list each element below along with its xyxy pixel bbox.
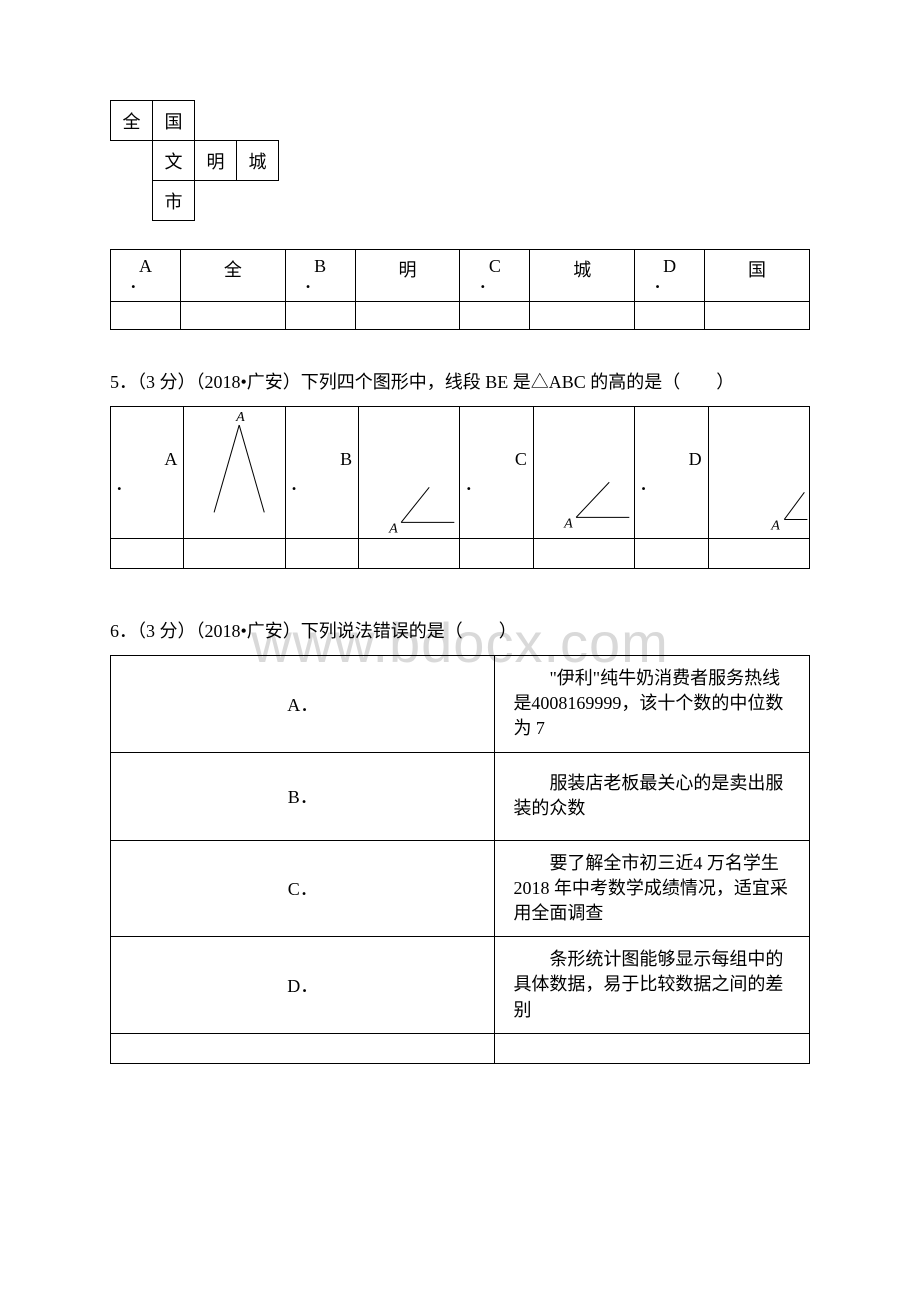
triangle-icon: A <box>534 407 634 537</box>
option-dot: ． <box>635 277 704 288</box>
table-empty-cell <box>111 1033 495 1063</box>
table-empty-cell <box>635 539 708 569</box>
table-empty-cell <box>285 539 358 569</box>
page-content: 全 国 文 明 城 市 A ． <box>110 100 810 1064</box>
option-dot: ． <box>286 277 355 288</box>
crossword-empty <box>111 181 153 221</box>
option-letter: D <box>689 449 702 469</box>
q5-option-figure: A <box>533 407 634 539</box>
table-empty-cell <box>705 302 810 330</box>
table-empty-cell <box>111 539 184 569</box>
q6-option-text: 要了解全市初三近4 万名学生 2018 年中考数学成绩情况，适宜采用全面调查 <box>495 840 810 937</box>
crossword-empty <box>237 181 279 221</box>
option-dot: ． <box>111 470 177 496</box>
q6-option-label: B． <box>111 752 495 840</box>
table-empty-cell <box>355 302 460 330</box>
q5-option-label: C ． <box>460 407 533 539</box>
table-empty-cell <box>111 302 181 330</box>
q5-option-figure: A <box>359 407 460 539</box>
triangle-icon: A <box>184 407 284 537</box>
table-empty-cell <box>533 539 634 569</box>
table-empty-cell <box>359 539 460 569</box>
q4-option-value: 全 <box>180 250 285 302</box>
q6-option-text: "伊利"纯牛奶消费者服务热线是4008169999，该十个数的中位数为 7 <box>495 656 810 753</box>
q5-option-figure: A <box>184 407 285 539</box>
table-empty-cell <box>460 539 533 569</box>
table-empty-cell <box>184 539 285 569</box>
table-empty-cell <box>635 302 705 330</box>
q5-options-table: A ． A B ． A <box>110 406 810 569</box>
table-empty-cell <box>708 539 809 569</box>
q4-option-value: 明 <box>355 250 460 302</box>
q4-option-label: D ． <box>635 250 705 302</box>
q4-option-value: 国 <box>705 250 810 302</box>
q4-option-label: A ． <box>111 250 181 302</box>
svg-text:A: A <box>770 517 780 533</box>
q5-option-label: B ． <box>285 407 358 539</box>
crossword-cell: 市 <box>153 181 195 221</box>
table-empty-cell <box>460 302 530 330</box>
crossword-empty <box>195 101 237 141</box>
crossword-cell: 明 <box>195 141 237 181</box>
q4-option-label: C ． <box>460 250 530 302</box>
option-letter: C <box>515 449 527 469</box>
q6-option-label: A． <box>111 656 495 753</box>
crossword-cell: 文 <box>153 141 195 181</box>
q6-option-text: 服装店老板最关心的是卖出服装的众数 <box>495 752 810 840</box>
q5-option-label: A ． <box>111 407 184 539</box>
option-dot: ． <box>111 277 180 288</box>
q4-option-value: 城 <box>530 250 635 302</box>
table-empty-cell <box>285 302 355 330</box>
q6-options-table: A． "伊利"纯牛奶消费者服务热线是4008169999，该十个数的中位数为 7… <box>110 655 810 1064</box>
table-empty-cell <box>530 302 635 330</box>
svg-text:A: A <box>388 520 398 536</box>
crossword-cell: 国 <box>153 101 195 141</box>
option-letter: B <box>340 449 352 469</box>
crossword-empty <box>111 141 153 181</box>
q5-option-figure: A <box>708 407 809 539</box>
table-empty-cell <box>495 1033 810 1063</box>
triangle-icon: A <box>709 407 809 538</box>
svg-text:A: A <box>236 409 246 425</box>
q6-option-text: 条形统计图能够显示每组中的具体数据，易于比较数据之间的差别 <box>495 937 810 1034</box>
crossword-cell: 城 <box>237 141 279 181</box>
triangle-icon: A <box>359 407 459 537</box>
option-dot: ． <box>286 470 352 496</box>
option-dot: ． <box>635 470 701 496</box>
crossword-grid: 全 国 文 明 城 市 <box>110 100 810 221</box>
q6-option-label: D． <box>111 937 495 1034</box>
q4-options-table: A ． 全 B ． 明 C ． 城 D ． 国 <box>110 249 810 330</box>
q6-option-label: C． <box>111 840 495 937</box>
table-empty-cell <box>180 302 285 330</box>
crossword-empty <box>237 101 279 141</box>
q5-option-label: D ． <box>635 407 708 539</box>
option-dot: ． <box>460 470 526 496</box>
crossword-cell: 全 <box>111 101 153 141</box>
svg-text:A: A <box>563 515 573 531</box>
option-dot: ． <box>460 277 529 288</box>
crossword-empty <box>195 181 237 221</box>
q6-text: 6．（3 分）（2018•广安）下列说法错误的是（ ） <box>110 617 810 643</box>
q4-option-label: B ． <box>285 250 355 302</box>
option-letter: A <box>164 449 177 469</box>
q5-text: 5．（3 分）（2018•广安）下列四个图形中，线段 BE 是△ABC 的高的是… <box>110 368 810 394</box>
